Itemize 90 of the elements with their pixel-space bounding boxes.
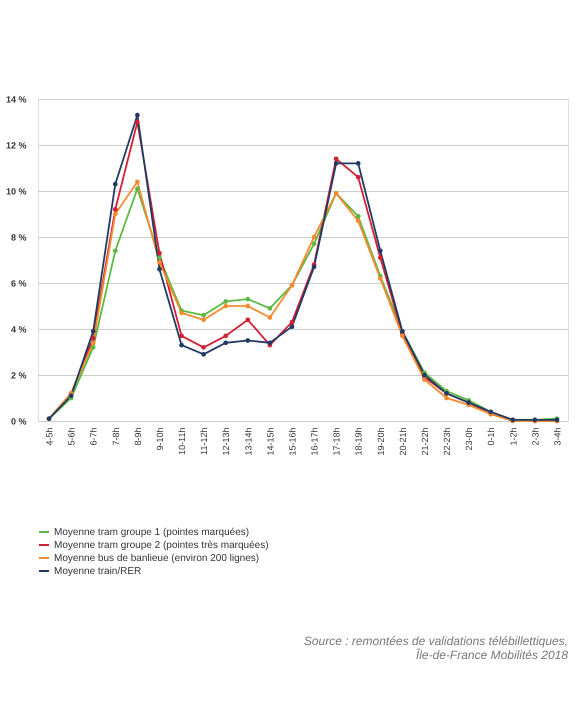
point <box>201 312 206 318</box>
point <box>245 296 250 302</box>
x-tick-label: 14-15h <box>265 428 276 456</box>
point <box>68 393 74 398</box>
point <box>179 334 184 338</box>
x-tick-label: 2-3h <box>530 428 540 446</box>
point <box>157 250 162 256</box>
point <box>223 304 228 308</box>
point <box>356 174 361 180</box>
point <box>135 112 140 118</box>
point <box>400 334 405 338</box>
point <box>378 255 383 260</box>
point <box>268 306 272 311</box>
x-tick-label: 1-2h <box>508 428 518 446</box>
x-tick-label: 21-22h <box>420 428 430 456</box>
x-tick-label: 8-9h <box>132 428 143 446</box>
point <box>112 182 118 186</box>
point <box>268 315 272 320</box>
point <box>179 310 184 316</box>
point <box>90 340 96 346</box>
x-tick-label: 23-0h <box>464 428 474 451</box>
x-tick-label: 11-12h <box>199 428 210 455</box>
point <box>245 304 250 308</box>
point <box>356 214 361 219</box>
point <box>112 248 118 254</box>
point <box>223 299 228 304</box>
point <box>135 179 140 184</box>
x-tick-label: 19-20h <box>376 428 386 456</box>
point <box>135 120 140 124</box>
x-tick-label: 18-19h <box>354 428 364 456</box>
x-tick-label: 20-21h <box>398 428 408 456</box>
point <box>312 234 316 240</box>
point <box>378 276 383 281</box>
x-tick-label: 22-23h <box>442 428 452 456</box>
point <box>90 328 96 334</box>
x-tick-label: 17-18h <box>332 428 342 456</box>
point <box>112 207 118 212</box>
x-tick-label: 10-11h <box>177 428 188 455</box>
point <box>112 212 118 216</box>
y-tick-label: 2 % <box>10 370 26 380</box>
point <box>312 264 316 270</box>
y-tick-label: 10 % <box>6 186 26 196</box>
y-tick-label: 6 % <box>10 278 26 288</box>
x-tick-label: 6-7h <box>88 428 99 446</box>
legend-label: Moyenne tram groupe 2 (pointes très marquées) <box>54 540 269 551</box>
point <box>378 248 383 254</box>
point <box>179 342 184 348</box>
y-tick-label: 0 % <box>10 416 26 426</box>
point <box>201 317 206 322</box>
point <box>157 266 162 272</box>
x-tick-label: 5-6h <box>66 428 77 446</box>
point <box>245 338 250 343</box>
point <box>268 340 272 346</box>
x-tick-label: 3-4h <box>552 428 562 446</box>
point <box>422 372 427 378</box>
point <box>334 156 338 162</box>
y-tick-label: 12 % <box>6 140 26 150</box>
x-tick-label: 0-1h <box>486 428 496 446</box>
x-tick-label: 4-5h <box>44 428 55 446</box>
y-tick-label: 14 % <box>6 94 26 104</box>
x-tick-label: 7-8h <box>110 428 121 446</box>
x-tick-label: 15-16h <box>287 428 298 456</box>
x-tick-label: 13-14h <box>243 428 254 456</box>
point <box>444 396 449 400</box>
point <box>201 345 206 350</box>
x-tick-label: 9-10h <box>154 428 165 451</box>
legend-label: Moyenne bus de banlieue (environ 200 lignes) <box>54 553 260 564</box>
legend-label: Moyenne tram groupe 1 (pointes marquées) <box>54 527 250 538</box>
point <box>90 336 96 341</box>
point <box>334 161 338 166</box>
point <box>223 340 228 346</box>
source-note: Source : remontées de validations télébillettiques, <box>304 634 568 648</box>
point <box>312 242 316 246</box>
text: Île-de-France Mobilités 2018 <box>416 648 568 662</box>
point <box>223 334 228 338</box>
point <box>356 161 361 166</box>
x-tick-label: 12-13h <box>221 428 232 456</box>
point <box>201 352 206 357</box>
y-tick-label: 8 % <box>10 232 26 242</box>
point <box>290 320 294 324</box>
x-tick-label: 16-17h <box>310 428 320 456</box>
point <box>157 260 162 265</box>
point <box>90 345 96 350</box>
point <box>245 317 250 322</box>
point <box>356 218 361 224</box>
point <box>157 255 162 260</box>
legend-label: Moyenne train/RER <box>54 566 142 577</box>
point <box>422 377 427 382</box>
point <box>290 324 294 330</box>
y-tick-label: 4 % <box>10 324 26 334</box>
